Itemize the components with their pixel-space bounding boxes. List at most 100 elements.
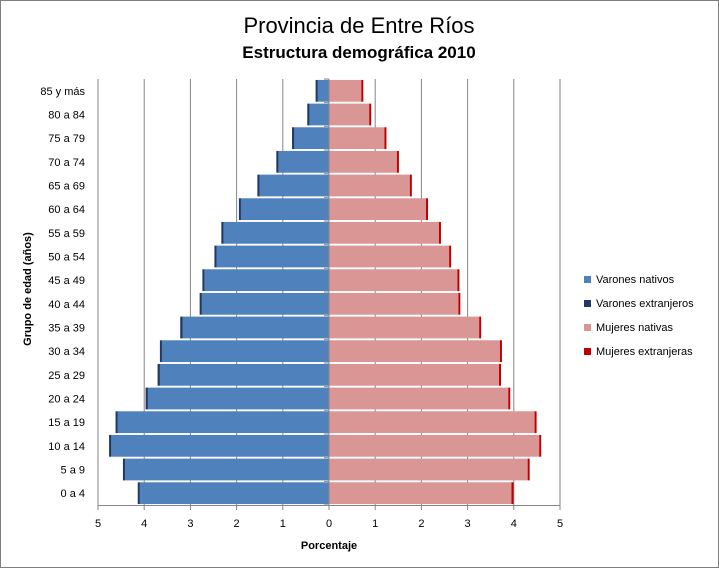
y-tick-label: 20 a 24	[48, 394, 85, 406]
bar-mujeres-nativas	[329, 434, 540, 457]
bar-varones-nativos	[293, 127, 329, 150]
bars-group	[109, 79, 542, 505]
y-tick-label: 55 a 59	[48, 228, 85, 240]
bar-mujeres-nativas	[329, 79, 362, 102]
bar-varones-nativos	[110, 434, 329, 457]
bar-varones-nativos	[308, 103, 329, 126]
y-tick-label: 65 a 69	[48, 181, 85, 193]
bar-varones-extranjeros	[115, 411, 118, 434]
y-tick-label: 15 a 19	[48, 417, 85, 429]
x-tick-label: 3	[187, 518, 193, 530]
bar-varones-nativos	[201, 292, 329, 315]
bar-mujeres-nativas	[329, 174, 410, 197]
x-tick-label: 0	[326, 518, 332, 530]
bar-varones-extranjeros	[292, 127, 295, 150]
bar-varones-nativos	[139, 482, 329, 505]
bar-mujeres-extranjeras	[479, 316, 482, 339]
x-tick-label: 1	[372, 518, 378, 530]
bar-mujeres-nativas	[329, 411, 535, 434]
y-axis-title: Grupo de edad (años)	[22, 232, 34, 346]
y-tick-label: 40 a 44	[48, 299, 85, 311]
x-tick-label: 4	[511, 518, 517, 530]
bar-mujeres-nativas	[329, 221, 439, 244]
bar-varones-extranjeros	[122, 458, 125, 481]
bar-mujeres-nativas	[329, 458, 528, 481]
x-axis-title: Porcentaje	[301, 540, 357, 552]
bar-mujeres-nativas	[329, 245, 450, 268]
bar-mujeres-extranjeras	[508, 387, 511, 410]
bar-varones-extranjeros	[145, 387, 148, 410]
bar-varones-extranjeros	[307, 103, 310, 126]
bar-mujeres-extranjeras	[499, 340, 502, 363]
legend-swatch	[584, 276, 591, 283]
x-tick-label: 3	[465, 518, 471, 530]
y-tick-label: 75 a 79	[48, 133, 85, 145]
x-tick-label: 1	[280, 518, 286, 530]
grid-lines	[97, 79, 561, 505]
y-tick-label: 25 a 29	[48, 370, 85, 382]
bar-varones-extranjeros	[214, 245, 217, 268]
bar-mujeres-extranjeras	[458, 292, 461, 315]
y-tick-label: 70 a 74	[48, 157, 85, 169]
legend-swatch	[584, 300, 591, 307]
y-tick-label: 60 a 64	[48, 204, 85, 216]
y-tick-labels: 0 a 4 5 a 9 10 a 14 15 a 19 20 a 24 25 a 29 30…	[40, 86, 85, 500]
x-tick-label: 4	[141, 518, 147, 530]
bar-varones-nativos	[204, 269, 329, 292]
bar-varones-extranjeros	[180, 316, 183, 339]
bar-varones-extranjeros	[221, 221, 224, 244]
y-tick-label: 0 a 4	[61, 488, 85, 500]
bar-varones-nativos	[159, 363, 329, 386]
legend-swatch	[584, 324, 591, 331]
y-tick-label: 30 a 34	[48, 346, 85, 358]
bar-mujeres-extranjeras	[449, 245, 452, 268]
y-tick-label: 5 a 9	[61, 465, 85, 477]
legend-label: Mujeres extranjeras	[596, 346, 693, 358]
bar-varones-nativos	[161, 340, 329, 363]
bar-mujeres-nativas	[329, 292, 459, 315]
bar-varones-extranjeros	[157, 363, 160, 386]
chart-title: Provincia de Entre Ríos	[243, 13, 474, 38]
bar-mujeres-extranjeras	[369, 103, 372, 126]
bar-varones-extranjeros	[159, 340, 162, 363]
y-tick-label: 50 a 54	[48, 252, 85, 264]
x-tick-label: 2	[234, 518, 240, 530]
bar-varones-nativos	[222, 221, 329, 244]
bar-varones-extranjeros	[276, 150, 279, 173]
bar-varones-nativos	[117, 411, 330, 434]
x-tick-label: 2	[418, 518, 424, 530]
bar-mujeres-nativas	[329, 150, 397, 173]
bar-varones-extranjeros	[109, 434, 112, 457]
bar-mujeres-nativas	[329, 127, 385, 150]
bar-varones-extranjeros	[202, 269, 205, 292]
bar-varones-nativos	[258, 174, 329, 197]
bar-varones-nativos	[240, 198, 329, 221]
x-tick-labels: 5 4 3 2 1 0 1 2 3 4 5	[95, 518, 563, 530]
bar-mujeres-extranjeras	[396, 150, 399, 173]
y-tick-label: 85 y más	[40, 86, 85, 98]
legend-label: Varones extranjeros	[596, 298, 694, 310]
y-tick-label: 10 a 14	[48, 441, 85, 453]
bar-varones-nativos	[215, 245, 329, 268]
bar-mujeres-extranjeras	[534, 411, 537, 434]
bar-mujeres-nativas	[329, 198, 427, 221]
chart-subtitle: Estructura demográfica 2010	[242, 43, 475, 62]
bar-varones-nativos	[182, 316, 329, 339]
bar-mujeres-extranjeras	[499, 363, 502, 386]
bar-mujeres-nativas	[329, 316, 480, 339]
bar-mujeres-nativas	[329, 340, 500, 363]
bar-mujeres-extranjeras	[409, 174, 412, 197]
bar-varones-extranjeros	[137, 482, 140, 505]
bar-mujeres-extranjeras	[527, 458, 530, 481]
legend-label: Varones nativos	[596, 274, 675, 286]
bar-mujeres-nativas	[329, 363, 500, 386]
bar-varones-extranjeros	[238, 198, 241, 221]
legend-swatch	[584, 348, 591, 355]
bar-mujeres-nativas	[329, 387, 509, 410]
bar-mujeres-nativas	[329, 103, 370, 126]
axes-group	[97, 78, 561, 510]
x-tick-label: 5	[95, 518, 101, 530]
legend-label: Mujeres nativas	[596, 322, 674, 334]
bar-varones-nativos	[277, 150, 329, 173]
